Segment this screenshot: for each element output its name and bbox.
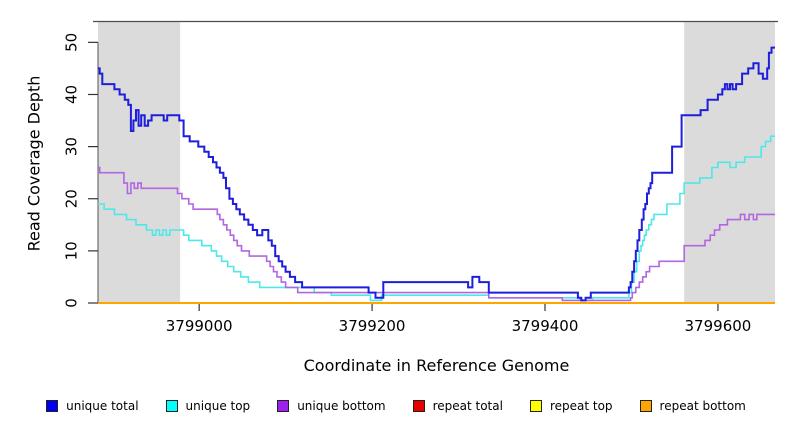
y-tick-label: 50 [63,33,81,52]
y-tick-label: 10 [63,241,81,260]
legend-swatch-repeat-total [412,400,425,412]
y-tick-label: 30 [63,137,81,156]
series-line-unique-total [98,46,775,302]
legend-item-repeat-top: repeat top [529,399,613,413]
x-tick-label: 3799000 [166,317,233,335]
y-tick-label: 40 [63,85,81,104]
legend-swatch-unique-top [165,400,178,412]
legend-label-unique-top: unique top [185,399,251,413]
x-axis-title: Coordinate in Reference Genome [303,356,570,375]
legend-label-unique-bottom: unique bottom [297,399,386,413]
legend-item-unique-bottom: unique bottom [277,399,386,413]
legend-label-repeat-bottom: repeat bottom [659,399,746,413]
series-line-unique-top [98,135,775,302]
legend-swatch-unique-total [46,400,59,412]
y-axis-title: Read Coverage Depth [24,75,44,252]
x-tick-label: 3799400 [512,317,579,335]
legend-swatch-repeat-top [529,400,542,412]
legend-item-repeat-bottom: repeat bottom [639,399,746,413]
y-tick-label: 0 [63,298,81,308]
legend-label-repeat-total: repeat total [432,399,503,413]
legend-label-repeat-top: repeat top [549,399,613,413]
x-tick-label: 3799200 [339,317,406,335]
legend-item-repeat-total: repeat total [412,399,503,413]
x-tick-label: 3799600 [685,317,752,335]
series-line-unique-bottom [98,166,775,302]
legend-swatch-unique-bottom [277,400,290,412]
legend-item-unique-total: unique total [46,399,139,413]
legend-item-unique-top: unique top [165,399,251,413]
left-repeat-region [98,21,181,303]
legend-label-unique-total: unique total [66,399,139,413]
legend: unique total unique top unique bottom repea… [0,399,792,413]
legend-swatch-repeat-bottom [639,400,652,412]
y-tick-label: 20 [63,189,81,208]
